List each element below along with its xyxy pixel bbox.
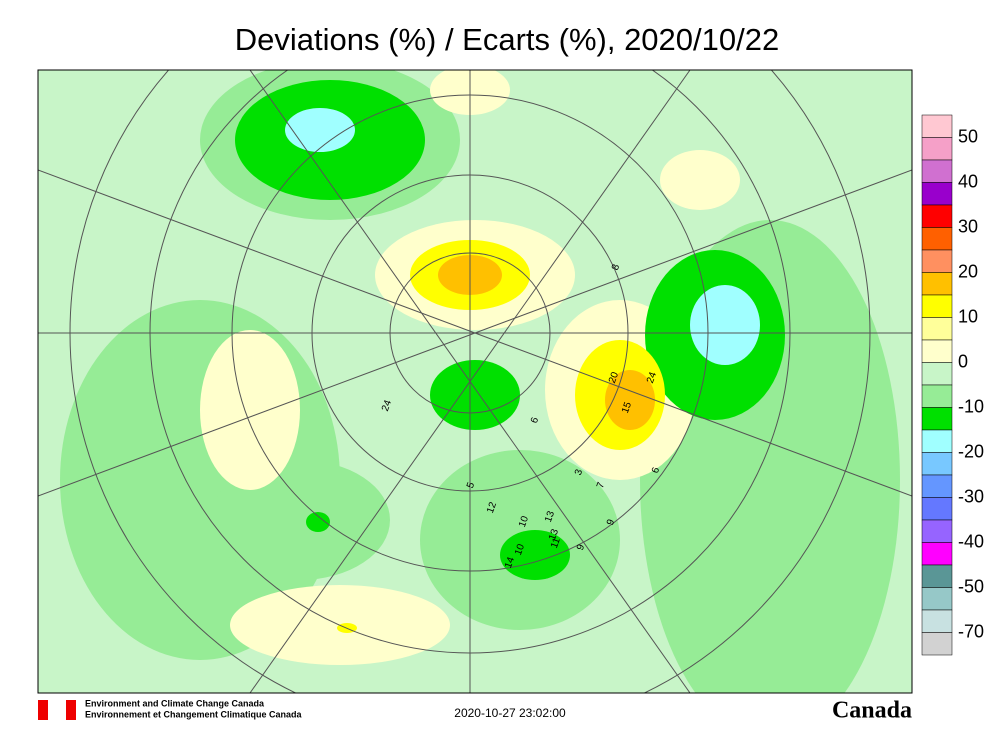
agency-en: Environment and Climate Change Canada (85, 698, 265, 708)
station-value: 3 (573, 468, 585, 477)
title: Deviations (%) / Ecarts (%), 2020/10/22 (235, 22, 779, 57)
legend-label: 20 (958, 261, 978, 281)
legend-swatch (921, 182, 953, 206)
station-value: 6 (529, 416, 541, 425)
station-value: 9 (575, 543, 587, 552)
legend-label: 30 (958, 216, 978, 236)
legend-swatch (921, 429, 953, 453)
legend-label: 40 (958, 171, 978, 191)
station-value: 5 (465, 481, 477, 490)
legend-label: 10 (958, 306, 978, 326)
legend-swatch (921, 564, 953, 588)
legend-swatch (921, 362, 953, 386)
legend-swatch (921, 519, 953, 543)
legend-swatch (921, 137, 953, 161)
legend-swatch (921, 587, 953, 611)
wordmark: Canada (832, 698, 912, 724)
legend-label: 0 (958, 351, 968, 371)
legend-swatch (921, 452, 953, 476)
station-value: 12 (485, 500, 499, 515)
legend-swatch (921, 407, 953, 431)
station-value: 7 (595, 481, 607, 490)
legend-swatch (921, 384, 953, 408)
agency-fr: Environnement et Changement Climatique C… (85, 709, 303, 719)
legend-label: -10 (958, 396, 984, 416)
station-value: 24 (645, 370, 659, 385)
legend-swatch (921, 497, 953, 521)
legend-swatch (921, 542, 953, 566)
station-value: 8 (610, 263, 622, 272)
station-value: 11 (549, 536, 563, 550)
legend-swatch (921, 159, 953, 183)
legend-swatch (921, 294, 953, 318)
station-value: 24 (380, 398, 394, 413)
legend-label: 50 (958, 126, 978, 146)
station-value: 10 (517, 514, 531, 529)
map-frame (37, 69, 913, 694)
legend-label: -70 (958, 621, 984, 641)
legend-swatch (921, 227, 953, 251)
station-value: 15 (620, 400, 634, 415)
legend-label: -20 (958, 441, 984, 461)
legend-swatch (921, 632, 953, 656)
station-value: 6 (650, 466, 662, 475)
station-value: 20 (607, 370, 621, 385)
station-value: 13 (547, 527, 561, 542)
station-value: 9 (605, 518, 617, 527)
legend-label: -50 (958, 576, 984, 596)
legend-label: -30 (958, 486, 984, 506)
legend-swatch (921, 474, 953, 498)
map (38, 70, 912, 693)
legend-swatch (921, 317, 953, 341)
legend-swatch (921, 204, 953, 228)
timestamp: 2020-10-27 23:02:00 (454, 706, 566, 720)
legend-swatch (921, 272, 953, 296)
station-value: 13 (543, 509, 557, 524)
legend-swatch (921, 339, 953, 363)
legend-swatch (921, 114, 953, 138)
station-value: 10 (513, 542, 527, 557)
legend-swatch (921, 609, 953, 633)
legend-label: -40 (958, 531, 984, 551)
legend-swatch (921, 249, 953, 273)
station-value: 14 (503, 555, 517, 570)
